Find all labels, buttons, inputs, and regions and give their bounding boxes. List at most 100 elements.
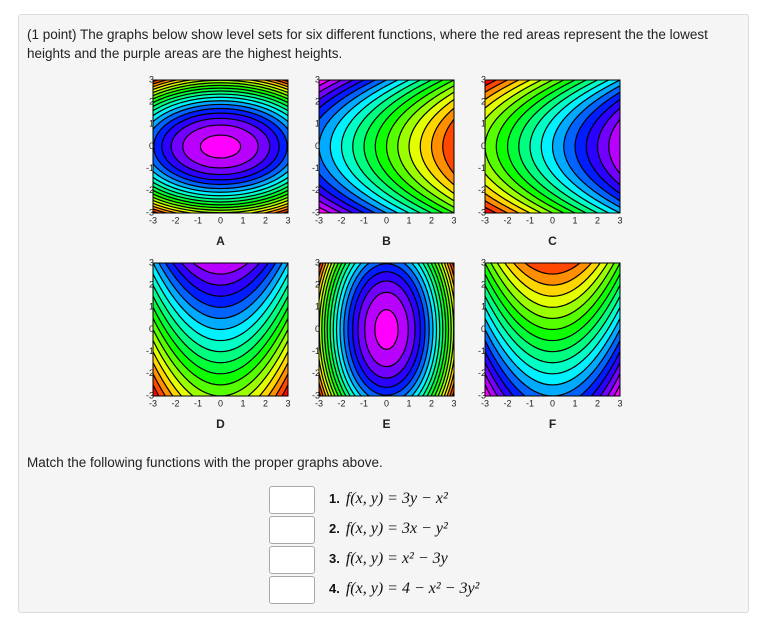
x-tick-label: -2 — [337, 398, 345, 408]
y-tick-label: 3 — [149, 74, 154, 84]
x-tick-label: 1 — [406, 398, 411, 408]
x-tick-label: 2 — [263, 215, 268, 225]
y-tick-label: 0 — [315, 324, 320, 334]
item-number: 2. — [329, 521, 340, 536]
y-tick-label: 3 — [315, 257, 320, 267]
x-tick-label: 1 — [572, 215, 577, 225]
y-tick-label: -1 — [146, 163, 154, 173]
y-tick-label: 1 — [149, 302, 154, 312]
answer-input[interactable] — [269, 546, 315, 574]
plot-frame — [318, 79, 455, 214]
contour-plot — [153, 263, 288, 396]
intro-text: (1 point) The graphs below show level se… — [27, 27, 708, 61]
y-tick-label: 2 — [481, 280, 486, 290]
y-tick-label: 2 — [149, 97, 154, 107]
x-tick-label: -3 — [315, 215, 323, 225]
item-number: 4. — [329, 581, 340, 596]
y-tick-label: 1 — [481, 119, 486, 129]
y-tick-label: -1 — [146, 346, 154, 356]
x-tick-label: -2 — [503, 398, 511, 408]
contour-band — [524, 263, 581, 275]
y-tick-label: 2 — [315, 280, 320, 290]
item-number: 3. — [329, 551, 340, 566]
x-tick-label: 3 — [451, 215, 456, 225]
contour-plot — [485, 80, 620, 213]
y-tick-label: 2 — [315, 97, 320, 107]
x-tick-label: 0 — [218, 398, 223, 408]
x-tick-label: 0 — [550, 398, 555, 408]
x-tick-label: -1 — [194, 398, 202, 408]
item-formula: f(x, y) = x² − 3y — [345, 550, 448, 567]
answer-input[interactable] — [269, 576, 315, 604]
y-tick-label: 1 — [315, 302, 320, 312]
y-tick-label: 1 — [481, 302, 486, 312]
x-tick-label: -2 — [171, 215, 179, 225]
item-number: 1. — [329, 491, 340, 506]
function-item: 1. f(x, y) = 3y − x² — [329, 490, 448, 508]
x-tick-label: -1 — [194, 215, 202, 225]
y-tick-label: -1 — [478, 163, 486, 173]
y-tick-label: 2 — [481, 97, 486, 107]
x-tick-label: 2 — [429, 398, 434, 408]
plot-frame — [484, 262, 621, 397]
x-tick-label: 3 — [285, 398, 290, 408]
x-tick-label: 3 — [617, 398, 622, 408]
x-tick-label: 1 — [406, 215, 411, 225]
contour-band — [374, 309, 399, 350]
problem-box: (1 point) The graphs below show level se… — [18, 14, 749, 613]
y-tick-label: 3 — [315, 74, 320, 84]
contour-band — [608, 118, 620, 175]
x-tick-label: 1 — [240, 215, 245, 225]
x-tick-label: 3 — [285, 215, 290, 225]
y-tick-label: 1 — [149, 119, 154, 129]
answer-input[interactable] — [269, 516, 315, 544]
contour-band — [442, 118, 454, 175]
plot-label: F — [549, 417, 556, 431]
plot-frame — [152, 79, 289, 214]
plot-frame — [484, 79, 621, 214]
y-tick-label: -2 — [312, 185, 320, 195]
x-tick-label: 0 — [218, 215, 223, 225]
answer-input[interactable] — [269, 486, 315, 514]
contour-band — [199, 134, 242, 159]
x-tick-label: -3 — [315, 398, 323, 408]
y-tick-label: -3 — [478, 390, 486, 400]
x-tick-label: 1 — [240, 398, 245, 408]
x-tick-label: 0 — [384, 398, 389, 408]
y-tick-label: -3 — [312, 207, 320, 217]
y-tick-label: 0 — [315, 141, 320, 151]
plot-frame — [318, 262, 455, 397]
function-item: 2. f(x, y) = 3x − y² — [329, 520, 448, 538]
plot-label: C — [548, 234, 557, 248]
item-formula: f(x, y) = 4 − x² − 3y² — [345, 580, 480, 597]
plot-label: A — [216, 234, 225, 248]
y-tick-label: -1 — [312, 163, 320, 173]
y-tick-label: 0 — [481, 324, 486, 334]
contour-band — [192, 263, 249, 275]
y-tick-label: -3 — [478, 207, 486, 217]
x-tick-label: -1 — [526, 398, 534, 408]
contour-plot — [485, 263, 620, 396]
contour-plot — [319, 80, 454, 213]
x-tick-label: -3 — [149, 215, 157, 225]
y-tick-label: -2 — [146, 368, 154, 378]
y-tick-label: 0 — [149, 141, 154, 151]
item-formula: f(x, y) = 3x − y² — [345, 520, 448, 537]
y-tick-label: 2 — [149, 280, 154, 290]
plot-label: B — [382, 234, 391, 248]
y-tick-label: -2 — [312, 368, 320, 378]
y-tick-label: 3 — [481, 257, 486, 267]
x-tick-label: -2 — [171, 398, 179, 408]
instruction: Match the following functions with the p… — [27, 455, 383, 470]
x-tick-label: -1 — [360, 215, 368, 225]
y-tick-label: -3 — [146, 390, 154, 400]
x-tick-label: -2 — [337, 215, 345, 225]
x-tick-label: 2 — [263, 398, 268, 408]
y-tick-label: -2 — [478, 185, 486, 195]
y-tick-label: 1 — [315, 119, 320, 129]
contour-band — [619, 140, 620, 153]
y-tick-label: -2 — [478, 368, 486, 378]
function-item: 3. f(x, y) = x² − 3y — [329, 550, 448, 568]
x-tick-label: -1 — [526, 215, 534, 225]
